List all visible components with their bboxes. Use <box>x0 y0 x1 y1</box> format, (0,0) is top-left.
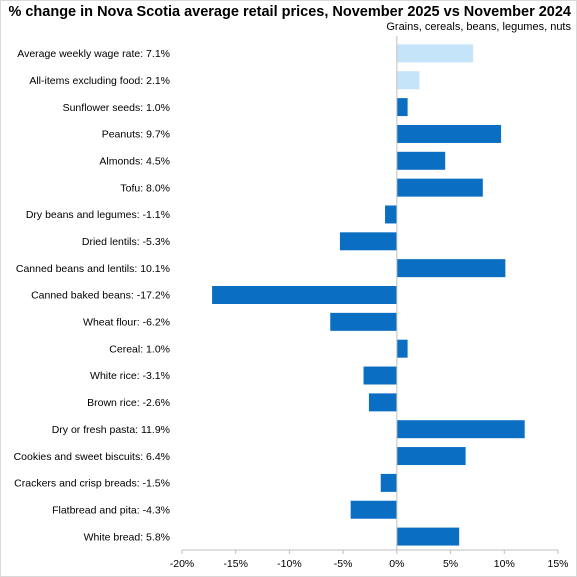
category-label: Brown rice: -2.6% <box>87 397 170 409</box>
bar <box>330 312 397 331</box>
x-tick-label: -5% <box>334 558 353 570</box>
bar <box>396 447 466 466</box>
bars-group <box>212 44 525 546</box>
category-label: Average weekly wage rate: 7.1% <box>17 48 170 60</box>
category-label: Cookies and sweet biscuits: 6.4% <box>14 451 170 463</box>
chart-title: % change in Nova Scotia average retail p… <box>8 4 571 20</box>
category-label: Almonds: 4.5% <box>99 155 170 167</box>
bar <box>339 232 397 251</box>
category-label: Canned beans and lentils: 10.1% <box>16 263 170 275</box>
category-label: Canned baked beans: -17.2% <box>31 290 170 302</box>
category-label: Tofu: 8.0% <box>120 182 170 194</box>
bar <box>396 259 506 278</box>
x-tick-label: 0% <box>389 558 404 570</box>
category-label: Dried lentils: -5.3% <box>82 236 170 248</box>
bar <box>385 205 397 224</box>
bar <box>396 527 460 546</box>
category-label: Dry beans and legumes: -1.1% <box>26 209 170 221</box>
category-label: White rice: -3.1% <box>90 370 170 382</box>
category-label: Crackers and crisp breads: -1.5% <box>14 478 170 490</box>
category-label: Cereal: 1.0% <box>109 343 170 355</box>
x-tick-label: 10% <box>494 558 515 570</box>
bar <box>363 366 397 385</box>
x-tick-label: 5% <box>443 558 458 570</box>
category-labels-group: Average weekly wage rate: 7.1% All-items … <box>14 48 170 543</box>
category-label: White bread: 5.8% <box>84 531 170 543</box>
bar <box>380 473 397 492</box>
bar <box>212 286 397 304</box>
chart-subtitle: Grains, cereals, beans, legumes, nuts <box>386 21 571 33</box>
bar <box>396 98 408 117</box>
category-label: All-items excluding food: 2.1% <box>29 75 170 87</box>
bar <box>396 71 420 90</box>
bar <box>396 178 483 197</box>
bar <box>368 393 397 412</box>
category-label: Dry or fresh pasta: 11.9% <box>52 424 170 436</box>
bar <box>396 124 502 143</box>
bar <box>396 339 408 358</box>
category-label: Wheat flour: -6.2% <box>83 317 170 329</box>
x-axis-group: -20% -15% -10% -5% 0% 5% 10% 15% <box>170 36 569 570</box>
x-tick-label: -20% <box>170 558 195 570</box>
bar <box>396 420 525 439</box>
bar <box>396 151 446 170</box>
bar <box>396 44 474 63</box>
x-tick-label: -10% <box>277 558 302 570</box>
category-label: Peanuts: 9.7% <box>102 129 170 141</box>
bar <box>350 500 397 519</box>
category-label: Sunflower seeds: 1.0% <box>63 102 170 114</box>
category-label: Flatbread and pita: -4.3% <box>52 504 170 516</box>
x-tick-label: 15% <box>547 558 568 570</box>
x-tick-label: -15% <box>223 558 248 570</box>
